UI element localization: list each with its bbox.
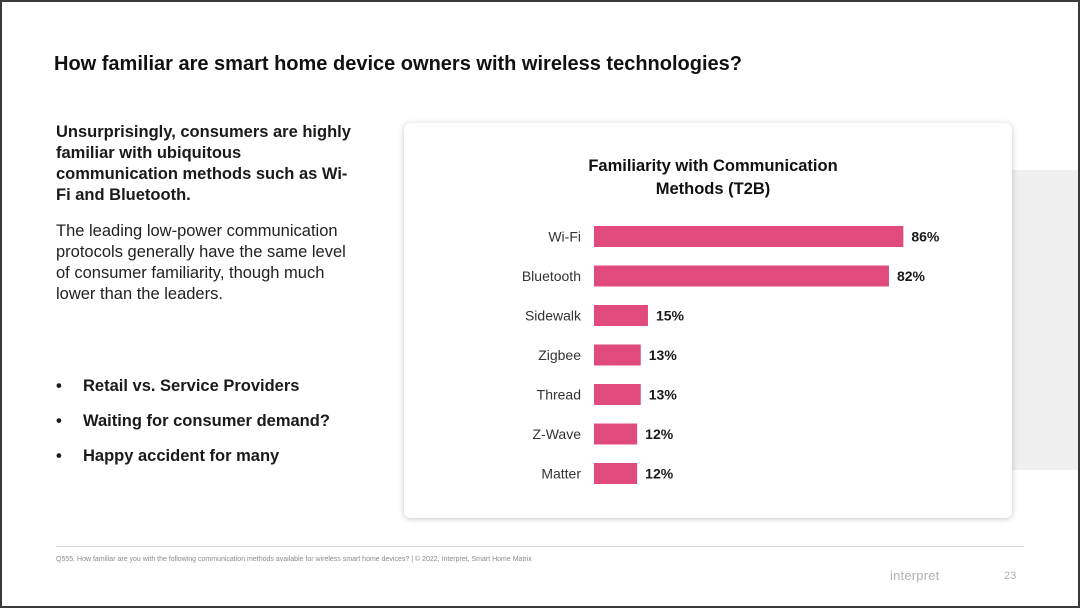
brand-logo: interpret <box>890 568 940 583</box>
category-label: Z-Wave <box>533 426 582 442</box>
value-label: 15% <box>656 308 685 324</box>
value-label: 12% <box>645 426 674 442</box>
side-decoration <box>1012 170 1078 470</box>
value-label: 13% <box>649 347 678 363</box>
category-label: Thread <box>537 387 581 403</box>
category-label: Sidewalk <box>525 308 582 324</box>
footer-divider <box>56 546 1024 547</box>
category-label: Wi-Fi <box>548 229 581 245</box>
value-label: 82% <box>897 268 926 284</box>
bar <box>594 226 904 247</box>
bullet-icon: • <box>56 412 62 430</box>
chart-title-line: Familiarity with Communication <box>588 157 837 175</box>
bar <box>594 463 638 484</box>
bullet-text: Retail vs. Service Providers <box>83 377 300 395</box>
footnote: Q555. How familiar are you with the foll… <box>56 556 532 563</box>
bar <box>594 344 641 366</box>
page-number: 23 <box>1004 570 1017 582</box>
bar <box>594 384 641 405</box>
bullet-item: • Waiting for consumer demand? <box>56 411 356 432</box>
bar <box>594 305 648 326</box>
bullet-text: Waiting for consumer demand? <box>83 412 330 430</box>
bullet-list: • Retail vs. Service Providers • Waiting f… <box>56 376 356 481</box>
chart-title-line: Methods (T2B) <box>656 180 771 198</box>
bar <box>594 265 889 287</box>
slide-title: How familiar are smart home device owner… <box>54 53 742 75</box>
bullet-icon: • <box>56 447 62 465</box>
body-text: The leading low-power communication prot… <box>56 222 346 303</box>
lead-text: Unsurprisingly, consumers are highly fam… <box>56 123 351 204</box>
chart-card: Familiarity with Communication Methods (T… <box>404 123 1012 518</box>
bullet-text: Happy accident for many <box>83 447 280 465</box>
bar <box>594 423 638 445</box>
bullet-icon: • <box>56 377 62 395</box>
category-label: Zigbee <box>538 347 581 363</box>
bullet-item: • Happy accident for many <box>56 446 356 467</box>
value-label: 12% <box>645 466 674 482</box>
bar-chart: Familiarity with Communication Methods (T… <box>522 157 940 484</box>
value-label: 86% <box>911 229 940 245</box>
value-label: 13% <box>649 387 678 403</box>
category-label: Matter <box>541 466 581 482</box>
category-label: Bluetooth <box>522 268 581 284</box>
bullet-item: • Retail vs. Service Providers <box>56 376 356 397</box>
